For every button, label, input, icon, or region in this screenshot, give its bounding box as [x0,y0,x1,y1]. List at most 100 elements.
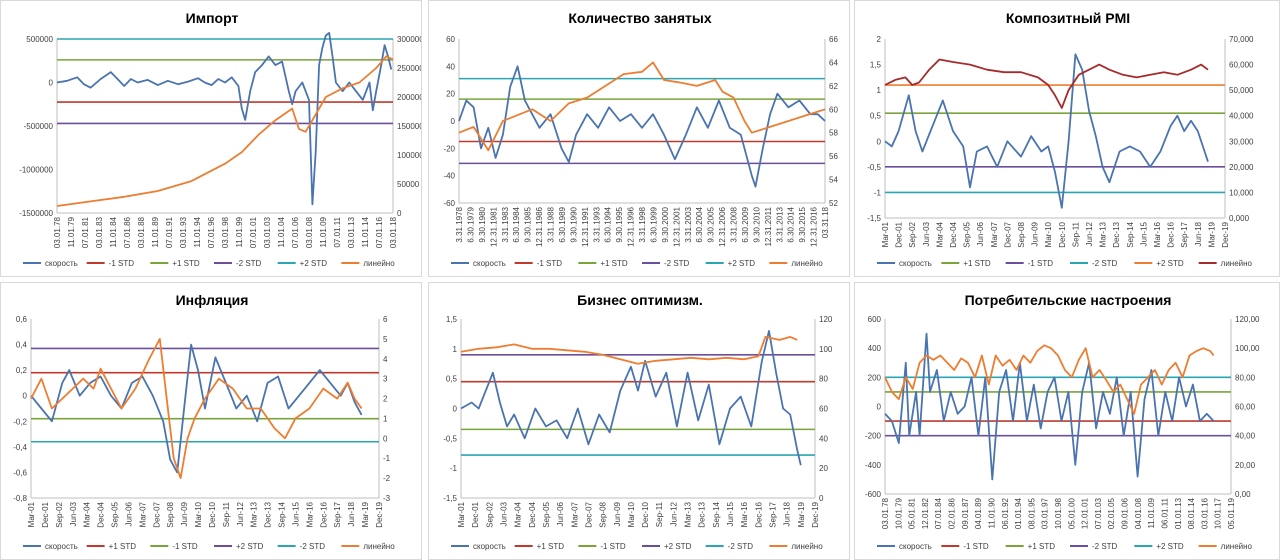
y-tick-left: 200 [868,373,882,382]
x-tick: Mar-07 [990,221,999,247]
x-tick: 6.30.1979 [466,206,475,242]
x-tick: 12.31.2011 [764,206,773,246]
x-tick: Jun-12 [1085,221,1094,246]
y-tick-right: 20,000 [1229,163,1254,172]
chart-panel-5: Потребительские настроения 600 400 200 0 -200… [854,282,1280,560]
y-tick-left: -1 [450,464,458,473]
x-tick: 6.30.2009 [741,206,750,242]
x-tick: Sep-05 [111,501,120,527]
x-tick: 09.01.06 [1121,497,1130,529]
chart-title: Композитный PMI [1006,10,1130,26]
x-tick: Sep-11 [1071,221,1080,247]
y-tick-right: 60 [829,105,838,114]
series-line [460,336,798,365]
x-tick: 9.30.2005 [707,206,716,242]
x-tick: 07.01.01 [249,216,258,248]
y-tick-right: 52 [829,199,838,208]
x-tick: Mar-10 [194,501,203,527]
y-tick-left: 0,6 [16,315,28,324]
chart-title: Потребительские настроения [965,292,1172,308]
x-tick: Mar-04 [935,221,944,247]
y-tick-right: 64 [829,58,838,67]
x-tick: 07.01.96 [207,216,216,248]
x-tick: 11.01.94 [193,216,202,247]
x-tick: Jun-18 [783,501,792,526]
x-tick: Mar-19 [361,501,370,527]
x-tick: 07.01.11 [333,216,342,247]
legend-label: +1 STD [1028,542,1056,551]
y-tick-right: 58 [829,129,838,138]
x-tick: 3.31.1998 [638,206,647,242]
legend-label: скорость [45,259,78,268]
x-tick: 3.31.1978 [455,206,464,242]
x-tick: Mar-16 [305,501,314,527]
x-tick: 6.30.1989 [558,206,567,242]
x-tick: Mar-16 [740,501,749,527]
x-tick: 07.01.86 [123,216,132,248]
x-tick: Dec-04 [97,501,106,527]
x-tick: Jun-06 [556,501,565,526]
x-tick: Jun-15 [726,501,735,526]
x-tick: Sep-05 [963,221,972,247]
x-tick: 03.01.13 [347,216,356,248]
legend-label: +1 STD [963,259,991,268]
chart-svg: Бизнес оптимизм. 1,5 1 0,5 0 -0,5 -1 -1,5 120 100… [443,292,833,551]
y-tick-right: 66 [829,35,838,44]
y-tick-right: 120 [819,315,833,324]
legend-label: -1 STD [109,259,135,268]
x-tick: Dec-07 [584,501,593,527]
series-line [884,332,1215,481]
x-tick: 11.01.04 [277,216,286,247]
y-tick-left: 0,2 [16,366,28,375]
y-tick-right: 40,00 [1235,432,1256,441]
x-tick: 11.01.84 [109,216,118,247]
x-tick: Mar-07 [138,501,147,527]
x-tick: Dec-01 [895,221,904,247]
y-tick-left: 20 [446,90,455,99]
x-tick: Dec-01 [41,501,50,527]
chart-title: Импорт [186,10,239,26]
x-tick: Jun-18 [347,501,356,526]
x-tick: 11.01.79 [67,216,76,247]
x-tick: Mar-10 [1044,221,1053,247]
x-tick: Mar-13 [1099,221,1108,247]
y-tick-right: 4 [383,355,388,364]
y-tick-left: -1,5 [443,494,457,503]
x-tick: 6.30.1999 [649,206,658,242]
y-tick-left: -400 [865,461,882,470]
x-tick: Sep-11 [655,501,664,527]
x-tick: Dec-07 [152,501,161,527]
x-tick: Sep-11 [222,501,231,527]
y-tick-left: 600 [868,315,882,324]
x-tick: Dec-13 [698,501,707,527]
chart-panel-2: Композитный PMI 2 1,5 1 0,5 0 -0,5 -1 -1,5 70,000… [854,0,1280,277]
x-tick: Dec-19 [1221,221,1230,247]
y-tick-right: 54 [829,176,838,185]
legend-label: линейно [791,542,823,551]
y-tick-left: 0,5 [446,375,458,384]
y-tick-right: 100 [819,345,833,354]
y-tick-left: -0,2 [13,417,27,426]
x-tick: Sep-08 [599,501,608,527]
x-tick: Mar-19 [1207,221,1216,247]
x-tick: 12.31.1986 [535,206,544,247]
y-tick-right: 1 [383,414,388,423]
y-tick-right: 100,00 [1235,344,1260,353]
legend-label: -2 STD [300,542,326,551]
x-tick: Dec-16 [754,501,763,527]
x-tick: Mar-13 [250,501,259,527]
legend-label: линейно [1221,259,1253,268]
legend-label: линейно [1221,542,1253,551]
x-tick: 04.01.08 [1134,497,1143,529]
legend-label: линейно [363,542,395,551]
y-tick-right: -3 [383,494,391,503]
x-tick: Sep-08 [166,501,175,527]
x-tick: 9.30.1980 [478,206,487,242]
legend-label: +1 STD [109,542,137,551]
x-tick: 12.31.2001 [672,206,681,247]
x-tick: 10.01.17 [1214,497,1223,529]
x-tick: 11.01.14 [361,216,370,247]
y-tick-right: 50,000 [1229,86,1254,95]
x-tick: Jun-15 [1139,221,1148,246]
x-tick: 3.31.2008 [730,206,739,242]
